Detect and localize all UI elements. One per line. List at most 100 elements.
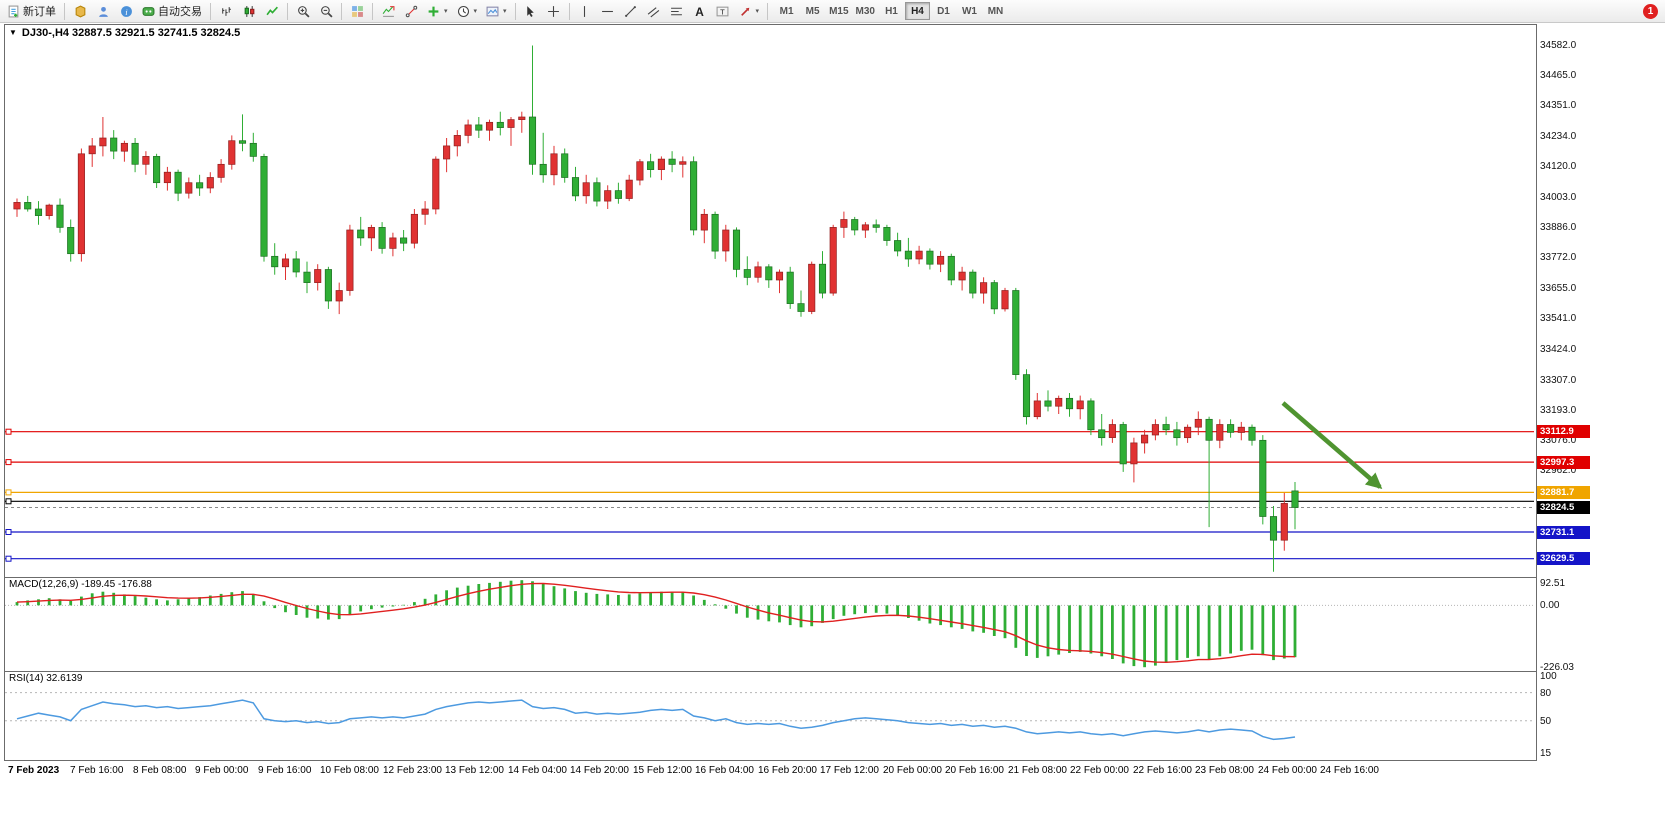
macd-axis-label: 0.00 — [1540, 600, 1560, 611]
price-level-badge: 32629.5 — [1537, 552, 1590, 565]
time-axis[interactable]: 7 Feb 2023 7 Feb 16:00 8 Feb 08:00 9 Feb 00… — [4, 763, 1537, 781]
equidistant-channel-button[interactable] — [643, 1, 665, 21]
price-level-badge: 32997.3 — [1537, 456, 1590, 469]
zoom-out-button[interactable] — [315, 1, 337, 21]
text-icon: A — [693, 5, 706, 18]
timeframe-button-W1[interactable]: W1 — [957, 2, 982, 20]
add-indicator-button[interactable]: ▾ — [423, 1, 452, 21]
rsi-canvas[interactable] — [5, 672, 1534, 760]
fibonacci-button[interactable] — [666, 1, 688, 21]
about-button[interactable]: i — [115, 1, 137, 21]
candle — [550, 153, 558, 176]
horizontal-line-icon — [601, 5, 614, 18]
trendline-button[interactable] — [620, 1, 642, 21]
candle — [475, 124, 483, 131]
tile-windows-button[interactable] — [346, 1, 368, 21]
macd-canvas[interactable] — [5, 578, 1534, 671]
text-label-button[interactable]: T — [712, 1, 734, 21]
timeframe-button-M15[interactable]: M15 — [826, 2, 851, 20]
hline-handle — [5, 498, 12, 505]
price-axis-label: 34234.0 — [1540, 131, 1577, 142]
timeframe-button-H1[interactable]: H1 — [879, 2, 904, 20]
candle — [1130, 442, 1138, 465]
separator — [514, 2, 516, 20]
cursor-button[interactable] — [520, 1, 542, 21]
indicator-list-icon — [382, 5, 395, 18]
candle — [1280, 503, 1288, 541]
one-click-trading-toggle[interactable]: ▼ — [9, 28, 17, 37]
template-icon — [486, 5, 499, 18]
candle — [980, 282, 988, 294]
arrows-button[interactable]: ▾ — [735, 1, 764, 21]
object-list-icon — [405, 5, 418, 18]
notification-badge[interactable]: 1 — [1643, 3, 1658, 19]
chevron-down-icon: ▾ — [444, 8, 448, 15]
timeframe-button-MN[interactable]: MN — [983, 2, 1008, 20]
candle — [947, 255, 955, 281]
candle — [271, 255, 279, 268]
candle — [808, 263, 816, 312]
candle — [185, 182, 193, 194]
timeframe-button-M30[interactable]: M30 — [853, 2, 878, 20]
toolbar: 新订单 i 自动交易 ▾ ▾ ▾ A T ▾ — [0, 0, 1665, 23]
chevron-down-icon: ▾ — [755, 8, 760, 15]
time-axis-label: 21 Feb 08:00 — [1008, 765, 1067, 776]
new-order-button[interactable]: 新订单 — [3, 1, 60, 21]
candle — [238, 140, 247, 144]
hline-handle — [5, 459, 12, 466]
timeframe-button-M1[interactable]: M1 — [774, 2, 799, 20]
candle — [432, 158, 440, 210]
candle — [120, 142, 128, 152]
svg-text:i: i — [125, 6, 128, 16]
candle — [400, 237, 408, 244]
price-axis-label: 33541.0 — [1540, 313, 1577, 324]
price-axis-label: 32962.0 — [1540, 465, 1577, 476]
candle — [1173, 429, 1181, 439]
time-axis-label: 9 Feb 00:00 — [195, 765, 249, 776]
main-chart-panel[interactable]: ▼ DJ30-,H4 32887.5 32921.5 32741.5 32824… — [5, 25, 1536, 578]
fibonacci-icon — [670, 5, 683, 18]
price-axis-label: 33076.0 — [1540, 435, 1577, 446]
time-axis-label: 16 Feb 04:00 — [695, 765, 754, 776]
price-axis[interactable]: 34582.0 34465.0 34351.0 34234.0 34120.0 34003… — [1537, 24, 1607, 786]
candle — [593, 182, 601, 202]
templates-button[interactable]: ▾ — [482, 1, 511, 21]
candle — [367, 227, 375, 239]
navigator-button[interactable] — [92, 1, 114, 21]
time-axis-label: 23 Feb 08:00 — [1195, 765, 1254, 776]
autotrading-button[interactable]: 自动交易 — [138, 1, 206, 21]
candle — [657, 158, 665, 170]
indicator-list-button[interactable] — [377, 1, 399, 21]
candlestick-chart-button[interactable] — [238, 1, 260, 21]
timeframe-button-M5[interactable]: M5 — [800, 2, 825, 20]
rsi-panel[interactable]: RSI(14) 32.6139 — [5, 672, 1536, 760]
candle — [754, 266, 762, 278]
bar-chart-button[interactable] — [215, 1, 237, 21]
price-level-badge: 33112.9 — [1537, 425, 1590, 438]
vertical-line-button[interactable] — [574, 1, 596, 21]
candle — [679, 161, 687, 165]
candle — [700, 213, 708, 231]
main-chart-canvas[interactable] — [5, 25, 1534, 577]
candle — [829, 227, 837, 294]
candlestick-chart-icon — [243, 5, 256, 18]
timeframe-button-H4[interactable]: H4 — [904, 2, 930, 20]
candle — [1216, 424, 1224, 441]
candle — [775, 271, 784, 281]
zoom-in-button[interactable] — [292, 1, 314, 21]
object-list-button[interactable] — [400, 1, 422, 21]
chevron-down-icon: ▾ — [503, 8, 507, 15]
horizontal-line-button[interactable] — [597, 1, 619, 21]
vertical-line-icon — [578, 5, 591, 18]
crosshair-button[interactable] — [543, 1, 565, 21]
candle — [1022, 374, 1031, 418]
macd-panel[interactable]: MACD(12,26,9) -189.45 -176.88 — [5, 578, 1536, 672]
market-watch-button[interactable] — [69, 1, 91, 21]
candle — [765, 266, 773, 281]
line-chart-button[interactable] — [261, 1, 283, 21]
timeframe-button-D1[interactable]: D1 — [931, 2, 956, 20]
periods-button[interactable]: ▾ — [453, 1, 482, 21]
rsi-axis-label: 100 — [1540, 671, 1557, 682]
time-axis-label: 13 Feb 12:00 — [445, 765, 504, 776]
text-button[interactable]: A — [689, 1, 711, 21]
